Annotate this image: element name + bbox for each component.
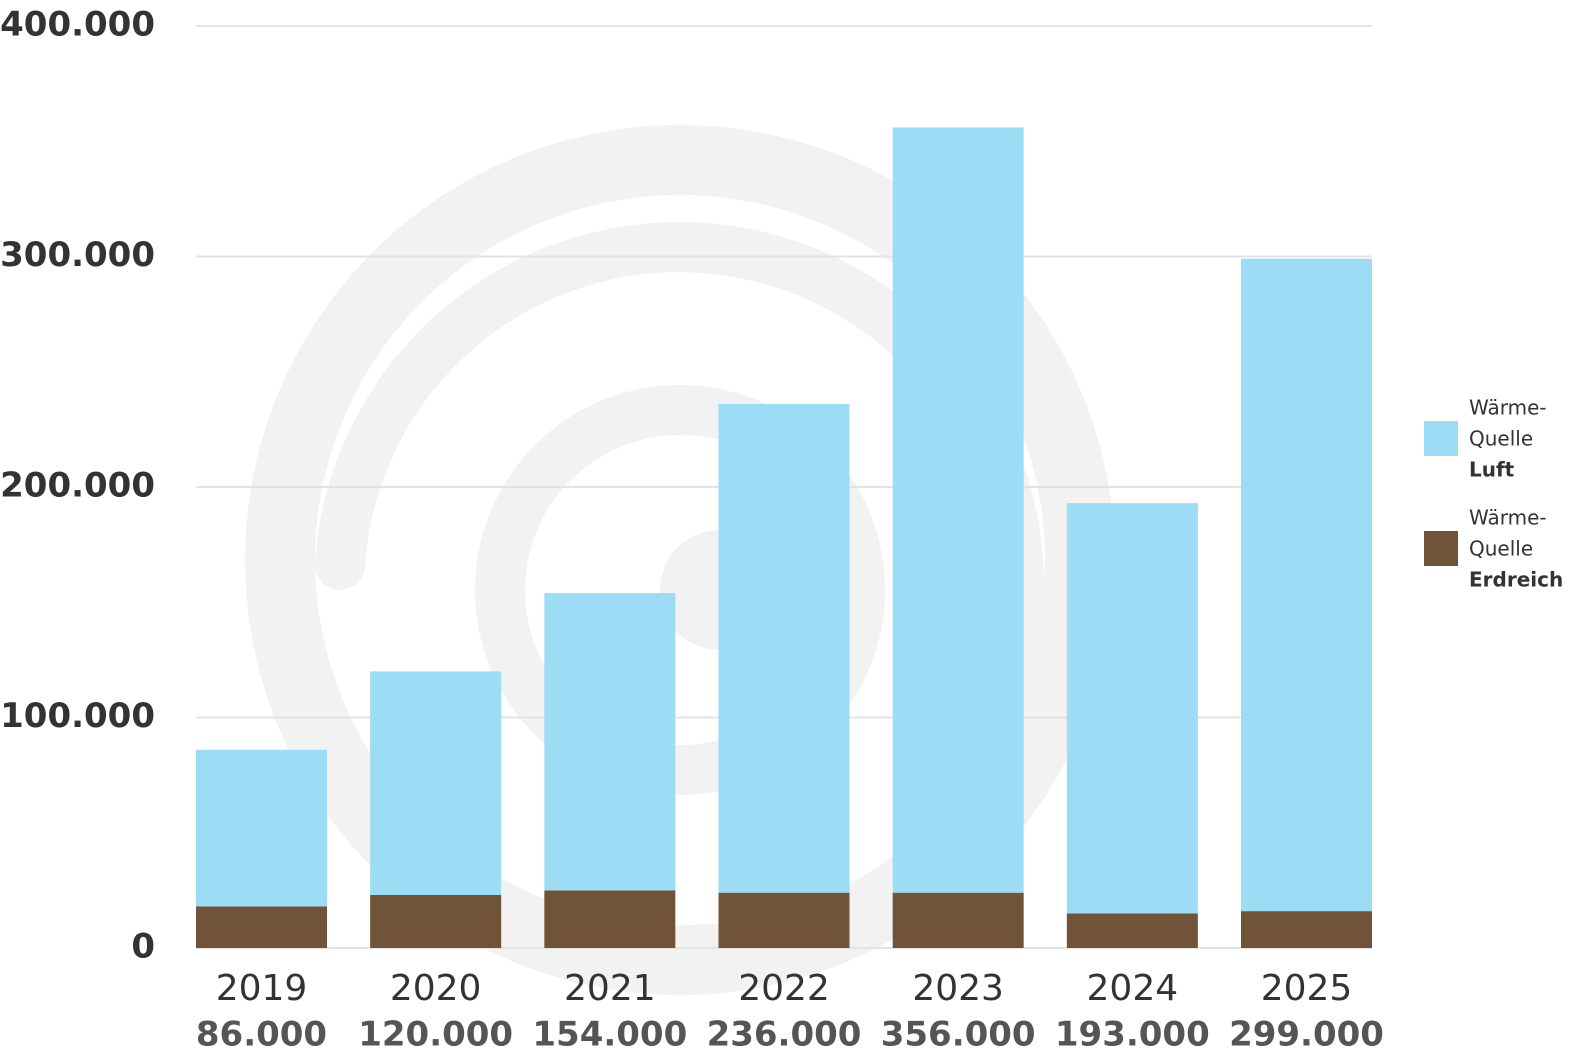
x-tick-label: 2022 <box>738 968 830 1009</box>
x-tick-label: 2024 <box>1087 968 1179 1009</box>
x-tick-label: 2020 <box>390 968 482 1009</box>
bar-segment <box>718 892 850 948</box>
y-tick-label: 200.000 <box>0 466 155 506</box>
total-label: 193.000 <box>1055 1015 1210 1055</box>
bar-segment <box>892 127 1024 893</box>
x-tick-label: 2023 <box>912 968 1004 1009</box>
total-label: 86.000 <box>196 1015 327 1055</box>
bar-segment <box>1241 258 1372 912</box>
total-label: 154.000 <box>532 1015 687 1055</box>
total-label: 299.000 <box>1229 1015 1384 1055</box>
bar-segment <box>370 894 502 948</box>
bar-segment <box>1066 503 1198 914</box>
bar-segment <box>196 906 327 948</box>
x-tick-label: 2021 <box>564 968 656 1009</box>
legend-label: Luft <box>1469 458 1515 482</box>
y-tick-label: 400.000 <box>0 5 155 45</box>
total-label: 356.000 <box>881 1015 1036 1055</box>
legend-label: Erdreich <box>1469 568 1563 592</box>
y-tick-label: 100.000 <box>0 696 155 736</box>
bar-segment <box>1241 911 1372 948</box>
bar-segment <box>892 892 1024 948</box>
bar-segment <box>544 890 676 948</box>
legend-label: Wärme- <box>1469 396 1547 420</box>
legend-swatch <box>1424 531 1458 566</box>
total-label: 236.000 <box>707 1015 862 1055</box>
y-tick-label: 300.000 <box>0 235 155 275</box>
x-tick-label: 2019 <box>216 968 308 1009</box>
bar-segment <box>544 593 676 891</box>
bar-segment <box>370 671 502 895</box>
legend-label: Quelle <box>1469 427 1533 451</box>
legend-label: Quelle <box>1469 537 1533 561</box>
total-label: 120.000 <box>358 1015 513 1055</box>
bar-segment <box>196 749 327 907</box>
bar-segment <box>1066 913 1198 948</box>
legend-swatch <box>1424 421 1458 456</box>
legend-label: Wärme- <box>1469 506 1547 530</box>
x-tick-label: 2025 <box>1261 968 1353 1009</box>
bar-segment <box>718 404 850 893</box>
y-tick-label: 0 <box>131 927 155 967</box>
